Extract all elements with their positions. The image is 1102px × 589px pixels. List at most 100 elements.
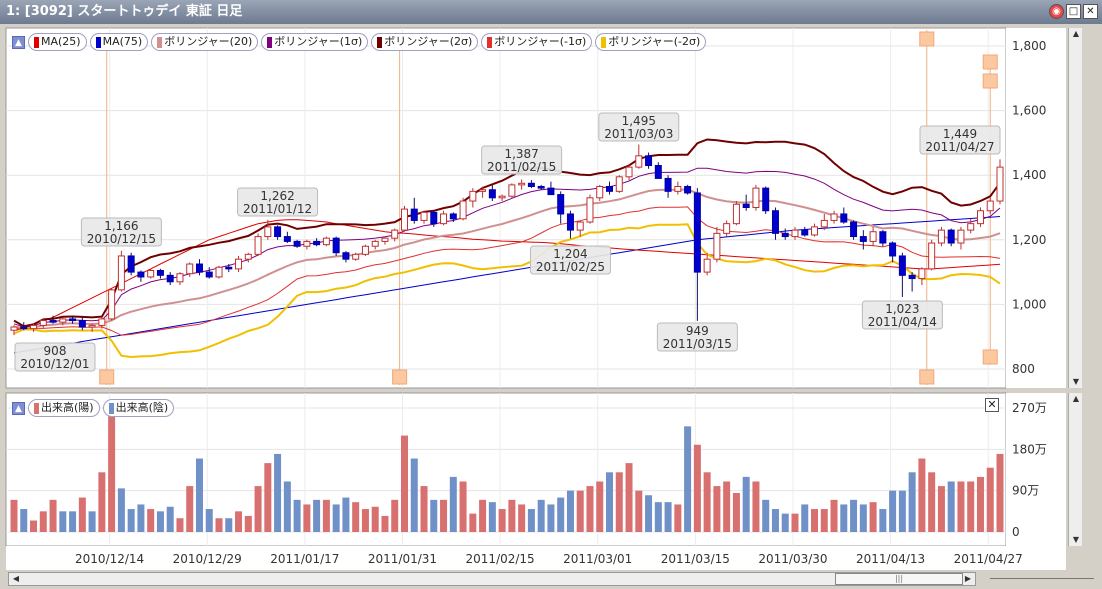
candlestick: [225, 264, 233, 273]
volume-bar: [88, 511, 96, 532]
close-icon[interactable]: ✕: [1083, 4, 1098, 19]
volume-bar: [527, 509, 535, 532]
signal-marker-box: [982, 54, 998, 70]
date-tick-label: 2011/04/13: [856, 552, 925, 566]
candlestick: [996, 159, 1004, 205]
close-volume-panel-icon[interactable]: ✕: [985, 398, 999, 412]
volume-bar: [117, 488, 125, 532]
candlestick: [791, 226, 799, 240]
price-tick-label: 1,400: [1012, 168, 1046, 182]
candlestick: [186, 262, 194, 277]
candlestick: [195, 259, 203, 276]
candlestick: [98, 317, 106, 329]
volume-bar: [98, 472, 106, 532]
svg-text:1,449: 1,449: [943, 127, 977, 141]
candlestick: [947, 228, 955, 247]
price-legend-item[interactable]: MA(75): [89, 33, 149, 51]
volume-bar: [898, 490, 906, 532]
volume-bar: [420, 486, 428, 532]
candlestick: [440, 210, 448, 226]
volume-legend: ▲ 出来高(陽) 出来高(陰): [12, 399, 175, 417]
volume-bar: [127, 509, 135, 532]
price-legend-item[interactable]: ボリンジャー(20): [151, 33, 259, 51]
volume-bar: [664, 502, 672, 532]
candlestick: [918, 267, 926, 286]
volume-bar: [869, 502, 877, 532]
candlestick: [606, 181, 614, 195]
volume-bar: [303, 504, 311, 532]
legend-swatch: [377, 36, 383, 48]
scroll-thumb[interactable]: |||: [835, 573, 963, 585]
volume-legend-item[interactable]: 出来高(陽): [28, 399, 100, 417]
volume-bar: [820, 509, 828, 532]
collapse-legend-icon[interactable]: ▲: [12, 35, 25, 49]
signal-marker-box: [99, 369, 115, 385]
volume-bar: [830, 499, 838, 532]
candlestick: [449, 212, 457, 223]
candlestick: [49, 315, 57, 324]
scroll-down-icon[interactable]: ▼: [1072, 377, 1080, 386]
candlestick: [459, 197, 467, 221]
price-legend-item[interactable]: ボリンジャー(-2σ): [595, 33, 707, 51]
candlestick: [205, 267, 213, 279]
volume-bar: [313, 499, 321, 532]
svg-text:2011/04/14: 2011/04/14: [868, 315, 937, 329]
scroll-up-icon[interactable]: ▲: [1072, 394, 1080, 403]
zoom-slider[interactable]: [990, 578, 1094, 585]
volume-bar: [957, 481, 965, 532]
volume-bar: [918, 458, 926, 532]
candlestick: [488, 184, 496, 202]
signal-marker-box: [919, 369, 935, 385]
volume-bar: [361, 509, 369, 532]
candlestick: [69, 315, 77, 324]
bollinger-minus2-line: [13, 223, 1001, 359]
volume-bar: [596, 481, 604, 532]
volume-bar: [566, 490, 574, 532]
price-legend-item[interactable]: ボリンジャー(1σ): [261, 33, 369, 51]
scroll-down-icon[interactable]: ▼: [1072, 535, 1080, 544]
restore-icon[interactable]: ◉: [1049, 4, 1064, 19]
price-legend-item[interactable]: MA(25): [28, 33, 87, 51]
date-tick-label: 2011/03/15: [661, 552, 730, 566]
volume-bar: [547, 504, 555, 532]
price-vertical-scrollbar[interactable]: ▲ ▼: [1068, 28, 1082, 388]
volume-vertical-scrollbar[interactable]: ▲ ▼: [1068, 393, 1082, 546]
candlestick: [576, 220, 584, 237]
candlestick: [156, 268, 164, 279]
volume-legend-item[interactable]: 出来高(陰): [102, 399, 175, 417]
scroll-left-icon[interactable]: ◀: [12, 574, 20, 583]
candlestick: [645, 152, 653, 169]
candlestick: [801, 226, 809, 237]
candlestick: [635, 144, 643, 169]
volume-bar: [576, 490, 584, 532]
candlestick: [742, 194, 750, 211]
volume-bar: [976, 476, 984, 532]
volume-bar: [322, 499, 330, 532]
price-legend-item[interactable]: ボリンジャー(2σ): [371, 33, 479, 51]
candlestick: [166, 272, 174, 286]
scroll-right-icon[interactable]: ▶: [964, 574, 972, 583]
candlestick: [908, 272, 916, 292]
price-tick-label: 1,000: [1012, 297, 1046, 311]
candlestick: [615, 175, 623, 193]
candlestick: [850, 220, 858, 240]
candlestick: [508, 183, 516, 198]
horizontal-scrollbar[interactable]: ◀ ||| ▶: [8, 572, 976, 586]
volume-bar: [752, 481, 760, 532]
candlestick: [811, 223, 819, 237]
volume-bar: [557, 497, 565, 532]
volume-bar: [137, 504, 145, 532]
price-legend-item[interactable]: ボリンジャー(-1σ): [481, 33, 593, 51]
candlestick: [342, 251, 350, 263]
candlestick: [381, 236, 389, 245]
volume-bar: [400, 435, 408, 532]
candlestick: [732, 201, 740, 226]
collapse-legend-icon[interactable]: ▲: [12, 401, 25, 415]
maximize-icon[interactable]: □: [1066, 4, 1081, 19]
scroll-up-icon[interactable]: ▲: [1072, 29, 1080, 38]
volume-bar: [674, 504, 682, 532]
volume-bar: [225, 518, 233, 532]
legend-swatch: [95, 36, 101, 48]
